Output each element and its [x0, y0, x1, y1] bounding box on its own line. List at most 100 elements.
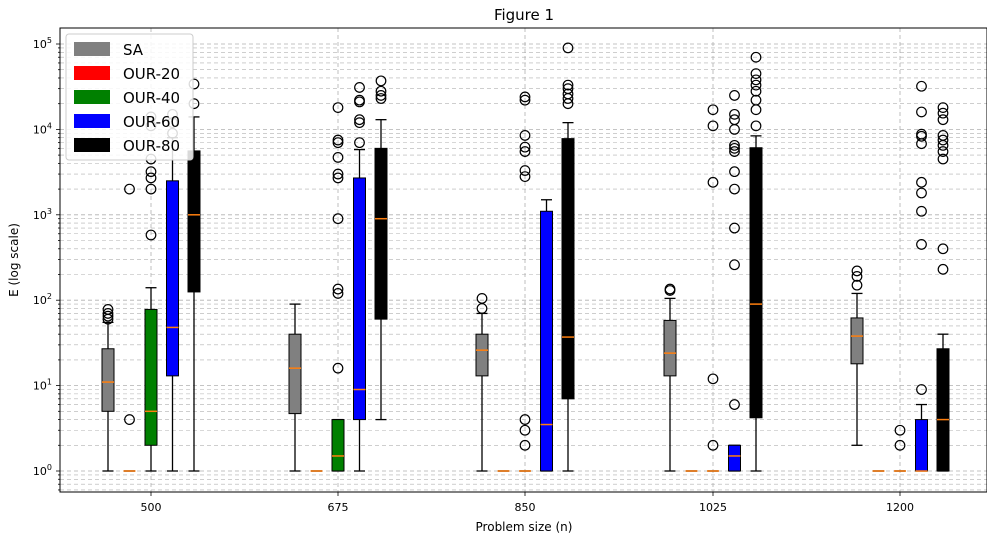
outlier-point	[519, 146, 531, 157]
outlier-point	[375, 93, 387, 104]
outlier-point	[916, 384, 927, 395]
box-sa-1025	[663, 283, 677, 472]
legend-swatch	[74, 138, 110, 152]
outlier-point	[562, 42, 574, 54]
outlier-point	[916, 128, 927, 140]
y-tick-label: 102	[33, 292, 52, 307]
outlier-point	[729, 90, 740, 101]
box-sa-675	[288, 303, 302, 472]
box-body	[144, 308, 158, 446]
box-plots	[101, 42, 950, 472]
outlier-point	[750, 74, 762, 86]
box-body	[374, 147, 388, 320]
box-body	[187, 150, 201, 293]
outlier-point	[332, 152, 344, 163]
outlier-point	[750, 120, 762, 132]
outlier-point	[562, 79, 574, 91]
box-our-80-1025	[749, 51, 763, 472]
box-our-80-850	[561, 42, 575, 472]
outlier-point	[937, 130, 949, 141]
outlier-point	[145, 172, 157, 184]
box-our-40-1200	[894, 424, 906, 472]
y-axis-label: E (log scale)	[7, 223, 21, 297]
outlier-point	[729, 222, 740, 234]
outlier-point	[937, 102, 949, 113]
box-body	[850, 317, 864, 365]
outlier-point	[707, 439, 719, 451]
outlier-point	[937, 263, 949, 275]
outlier-point	[707, 120, 719, 132]
y-tick-label: 100	[33, 463, 52, 478]
outlier-point	[750, 51, 762, 63]
outlier-point	[729, 259, 740, 271]
outlier-point	[124, 183, 135, 195]
box-body	[749, 147, 763, 419]
outlier-point	[729, 146, 740, 157]
box-our-80-500	[187, 78, 201, 472]
box-sa-850	[475, 292, 489, 472]
outlier-point	[729, 399, 740, 410]
x-tick-label: 675	[328, 501, 349, 514]
box-our-60-500	[166, 108, 179, 472]
grid-lines	[60, 28, 987, 492]
box-our-60-1025	[728, 90, 741, 472]
outlier-point	[729, 166, 740, 178]
outlier-point	[519, 414, 531, 425]
box-body	[101, 348, 115, 412]
legend-label: OUR-40	[123, 89, 180, 107]
outlier-point	[332, 213, 344, 225]
outlier-point	[332, 102, 344, 113]
box-body	[331, 419, 345, 472]
outlier-point	[354, 82, 365, 93]
outlier-point	[145, 183, 157, 195]
x-tick-label: 1025	[699, 501, 727, 514]
box-our-60-1200	[915, 80, 928, 472]
outlier-point	[729, 108, 740, 120]
outlier-point	[937, 153, 949, 165]
legend-label: OUR-20	[123, 65, 180, 83]
outlier-point	[519, 94, 531, 106]
legend-swatch	[74, 114, 110, 128]
x-axis: 500 675 850 1025 1200	[141, 492, 914, 514]
outlier-point	[916, 176, 927, 188]
outlier-point	[894, 424, 906, 436]
outlier-point	[916, 130, 927, 142]
box-body	[728, 444, 741, 472]
x-axis-label: Problem size (n)	[476, 520, 573, 534]
box-body	[561, 138, 575, 400]
y-tick-label: 103	[33, 207, 52, 222]
box-our-40-675	[331, 102, 345, 472]
outlier-point	[354, 94, 365, 106]
y-tick-label: 101	[33, 378, 52, 393]
outlier-point	[562, 83, 574, 95]
outlier-point	[916, 205, 927, 217]
outlier-point	[707, 373, 719, 385]
outlier-point	[729, 142, 740, 154]
outlier-point	[750, 68, 762, 80]
outlier-point	[519, 171, 531, 183]
chart-title: Figure 1	[494, 6, 554, 24]
box-our-40-850	[519, 91, 531, 472]
outlier-point	[375, 85, 387, 97]
outlier-point	[102, 310, 114, 322]
outlier-point	[937, 114, 949, 126]
outlier-point	[851, 270, 863, 282]
box-our-40-1025	[707, 104, 719, 472]
outlier-point	[664, 283, 676, 295]
box-sa-500	[101, 304, 115, 472]
legend: SA OUR-20 OUR-40 OUR-60 OUR-80	[65, 33, 194, 161]
outlier-point	[332, 283, 344, 295]
outlier-point	[124, 414, 135, 425]
legend-swatch	[74, 66, 110, 80]
box-body	[288, 333, 302, 415]
outlier-point	[354, 137, 365, 149]
outlier-point	[519, 91, 531, 103]
outlier-point	[937, 107, 949, 119]
outlier-point	[937, 243, 949, 255]
outlier-point	[916, 187, 927, 199]
outlier-point	[729, 114, 740, 126]
outlier-point	[707, 104, 719, 116]
box-body	[475, 333, 489, 377]
x-tick-label: 500	[141, 501, 162, 514]
y-tick-label: 105	[33, 36, 52, 51]
